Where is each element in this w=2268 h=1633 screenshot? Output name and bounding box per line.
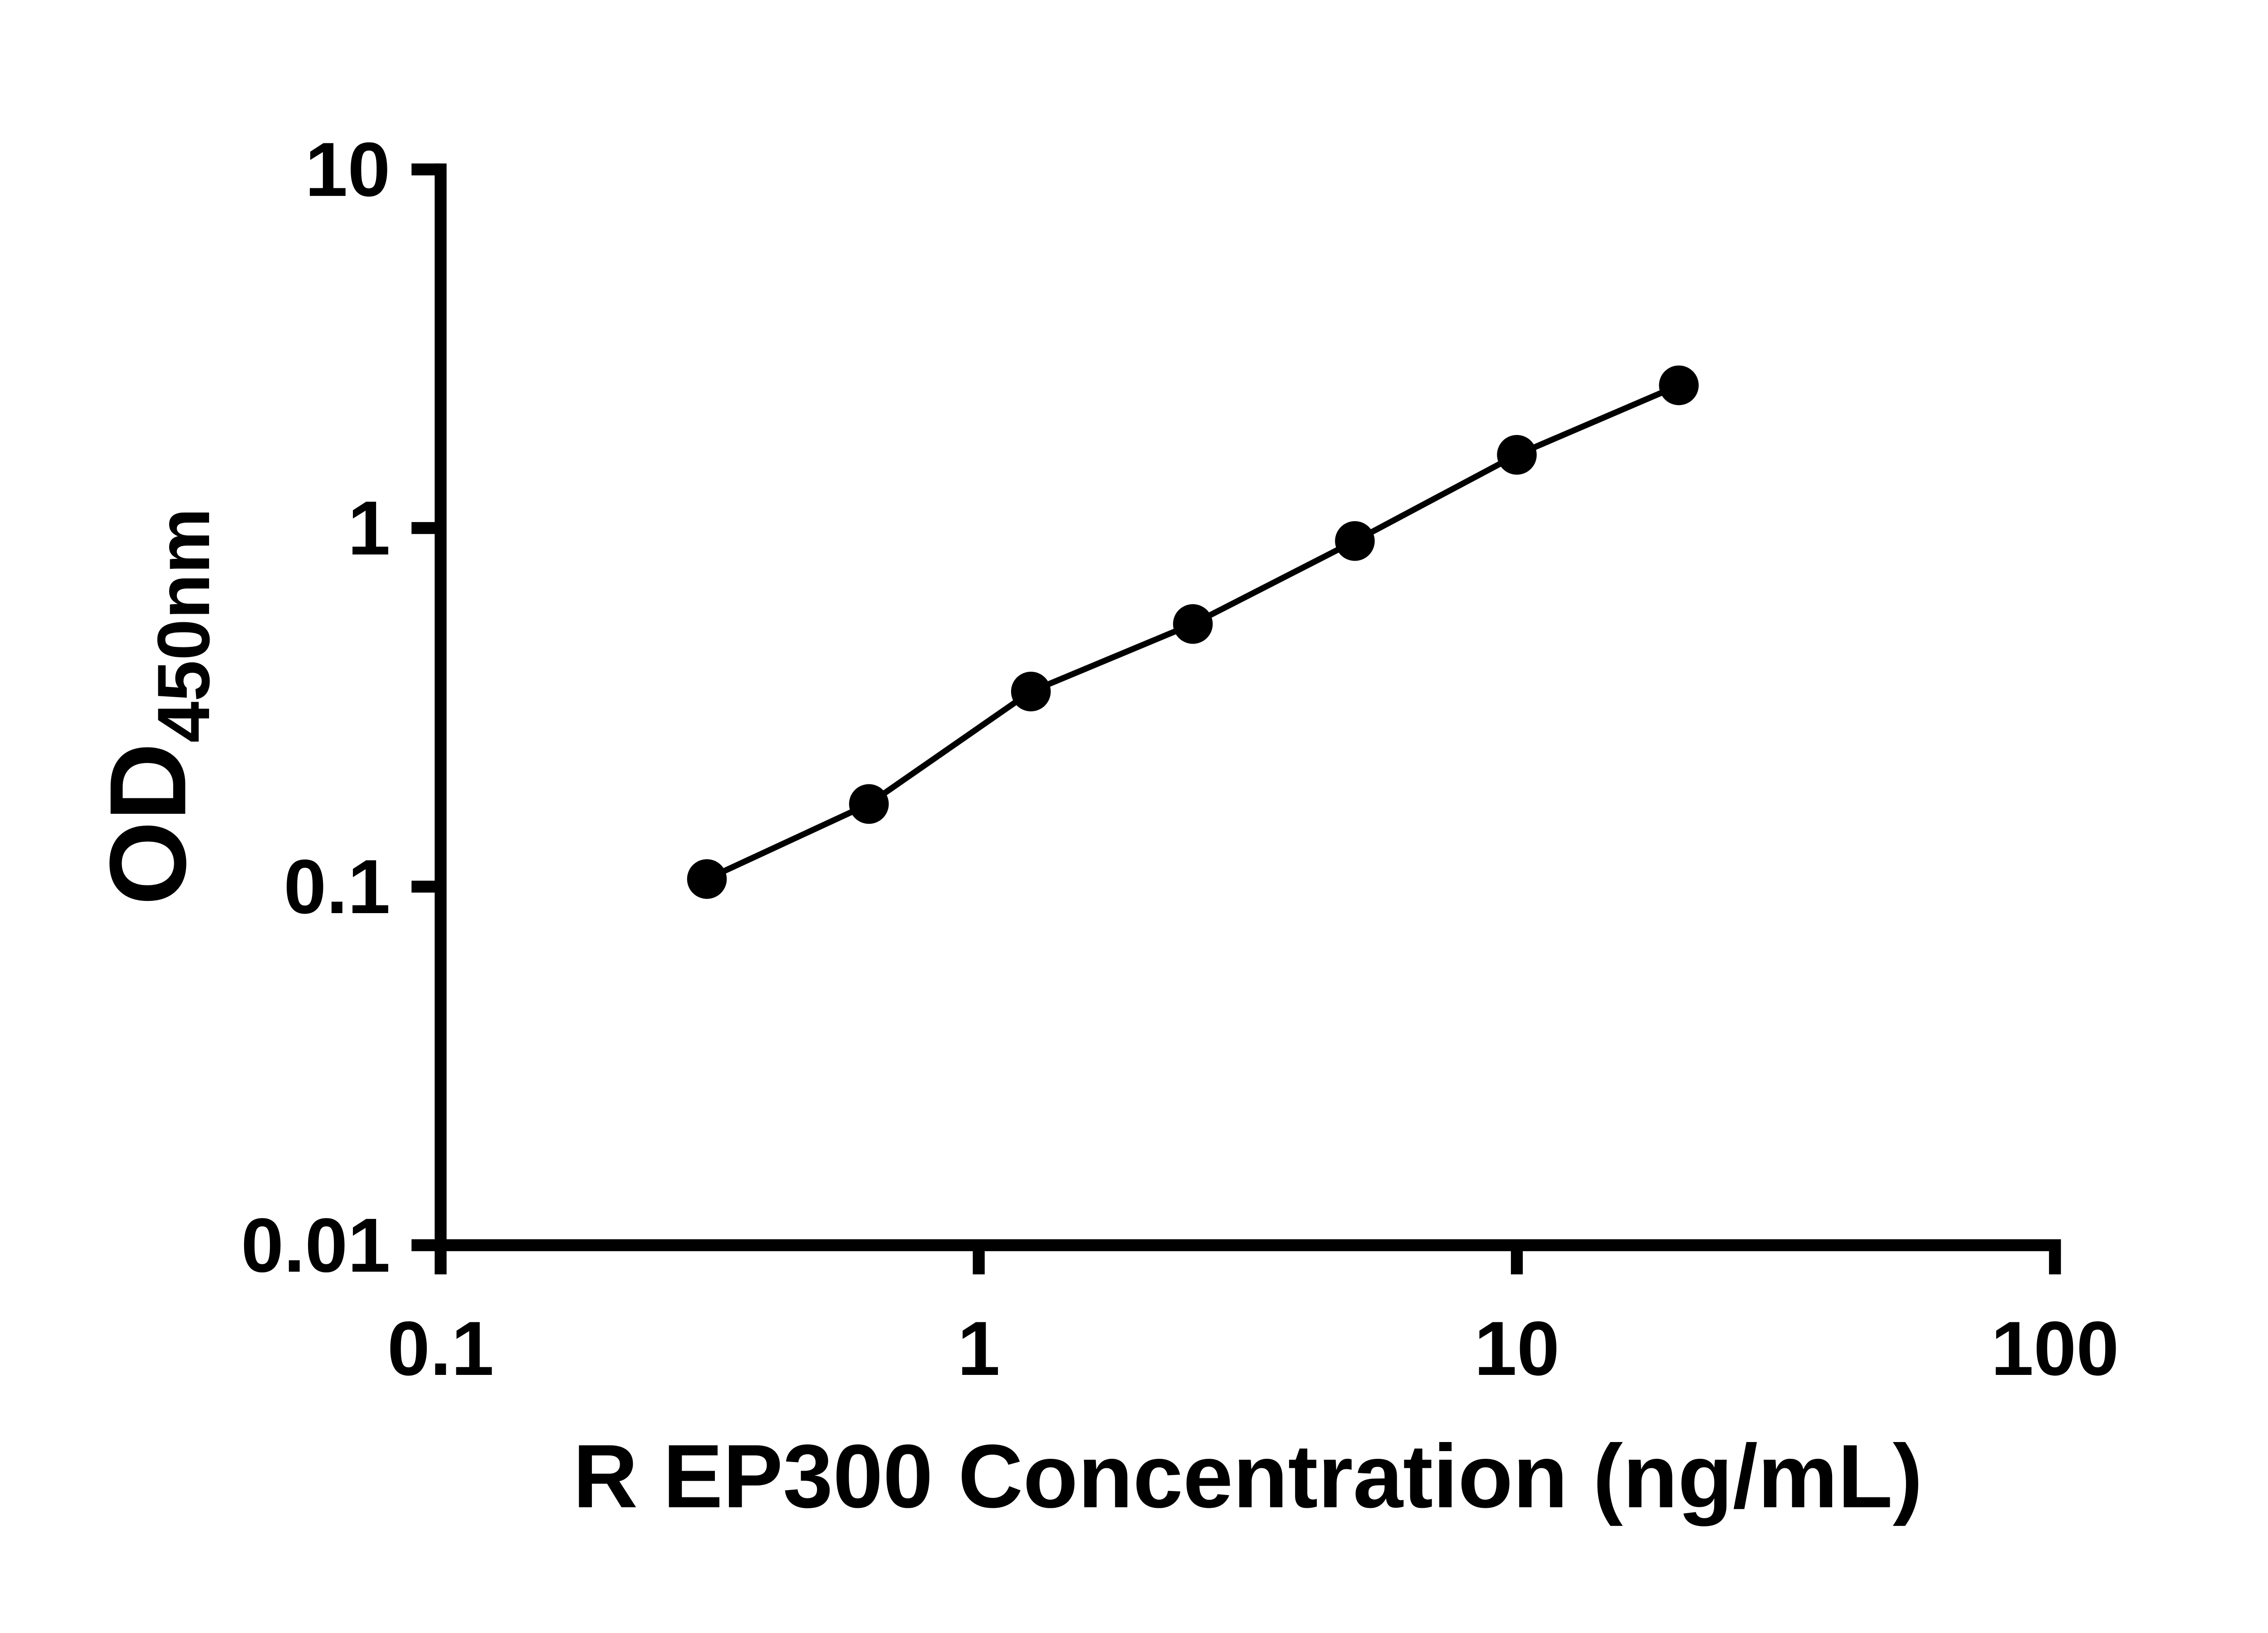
y-tick-label: 10: [305, 127, 390, 212]
y-axis-title: OD450nm: [87, 508, 225, 905]
y-tick-label: 0.01: [241, 1203, 390, 1288]
x-tick-label: 0.1: [387, 1305, 494, 1391]
data-point: [1173, 604, 1213, 644]
y-axis-ticks: 0.01 0.1 1 10: [241, 127, 441, 1288]
data-point: [1011, 671, 1051, 712]
x-axis-ticks: 0.1 1 10 100: [387, 1245, 2119, 1391]
x-axis-title: R EP300 Concentration (ng/mL): [573, 1426, 1923, 1527]
series-points-group: [687, 365, 1699, 899]
x-tick-label: 1: [958, 1305, 1000, 1391]
y-tick-label: 1: [347, 485, 390, 571]
data-point: [687, 859, 727, 899]
data-point: [849, 784, 889, 824]
y-axis-title-main: OD: [87, 743, 208, 905]
data-point: [1659, 365, 1699, 406]
data-point: [1335, 521, 1375, 561]
y-tick-label: 0.1: [284, 844, 390, 929]
y-axis-title-sub: 450nm: [142, 508, 225, 743]
x-tick-label: 100: [1991, 1305, 2119, 1391]
axis-spines: [435, 163, 2061, 1252]
x-tick-label: 10: [1474, 1305, 1559, 1391]
data-point: [1497, 435, 1537, 475]
